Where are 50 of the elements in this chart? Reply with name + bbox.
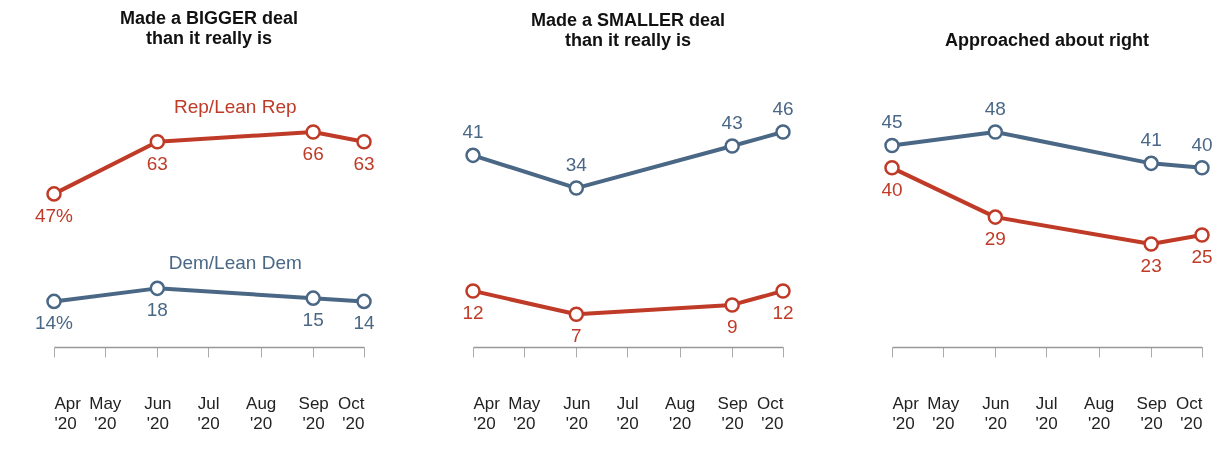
chart-title: Made a SMALLER deal than it really is	[530, 10, 726, 50]
data-label: 12	[772, 301, 794, 323]
data-label: 34	[565, 154, 588, 176]
data-label: 47%	[34, 204, 74, 226]
data-label: 40	[1191, 133, 1213, 155]
x-tick-label: May '20	[89, 393, 122, 433]
chart-title: Approached about right	[945, 30, 1149, 50]
data-label: 66	[302, 143, 324, 164]
x-tick-label: Jul '20	[1035, 393, 1058, 433]
data-label: 14	[353, 312, 375, 334]
x-tick-label: Aug '20	[1084, 393, 1115, 433]
data-label: 46	[772, 98, 794, 119]
x-tick-label: Jun '20	[144, 393, 172, 433]
data-label: 18	[146, 299, 168, 321]
data-label: 40	[881, 178, 903, 200]
x-tick-label: Sep '20	[298, 393, 329, 433]
x-tick-label: Oct '20	[757, 393, 784, 433]
x-tick-label: Apr '20	[473, 393, 501, 433]
x-tick-label: Jul '20	[197, 393, 220, 433]
data-label: 63	[146, 152, 168, 174]
data-label: 9	[726, 315, 738, 337]
data-label: 41	[1140, 129, 1162, 151]
x-tick-label: Aug '20	[665, 393, 696, 433]
data-label: 23	[1140, 254, 1162, 276]
data-label: 14%	[34, 312, 74, 334]
data-label: 25	[1191, 246, 1213, 268]
data-label: 29	[984, 228, 1006, 250]
x-tick-label: Jun '20	[563, 393, 591, 433]
data-label: 15	[302, 309, 324, 331]
x-tick-label: Jun '20	[982, 393, 1010, 433]
series-label: Dem/Lean Dem	[168, 252, 302, 274]
x-tick-label: Aug '20	[246, 393, 277, 433]
x-tick-label: Oct '20	[1176, 393, 1203, 433]
x-tick-label: Oct '20	[338, 393, 365, 433]
x-tick-label: Sep '20	[1136, 393, 1167, 433]
x-tick-label: Apr '20	[54, 393, 82, 433]
data-label: 41	[462, 121, 484, 143]
data-label: 43	[721, 112, 743, 134]
x-tick-label: Jul '20	[616, 393, 639, 433]
series-label: Rep/Lean Rep	[173, 95, 297, 117]
data-label: 12	[462, 301, 484, 323]
data-label: 45	[881, 111, 903, 133]
x-tick-label: Sep '20	[717, 393, 748, 433]
x-tick-label: Apr '20	[892, 393, 920, 433]
data-label: 48	[984, 98, 1006, 119]
data-label: 63	[353, 152, 375, 174]
data-label: 7	[571, 325, 582, 347]
chart-title: Made a BIGGER deal than it really is	[119, 7, 299, 48]
x-tick-label: May '20	[508, 393, 541, 433]
x-tick-label: May '20	[927, 393, 960, 433]
